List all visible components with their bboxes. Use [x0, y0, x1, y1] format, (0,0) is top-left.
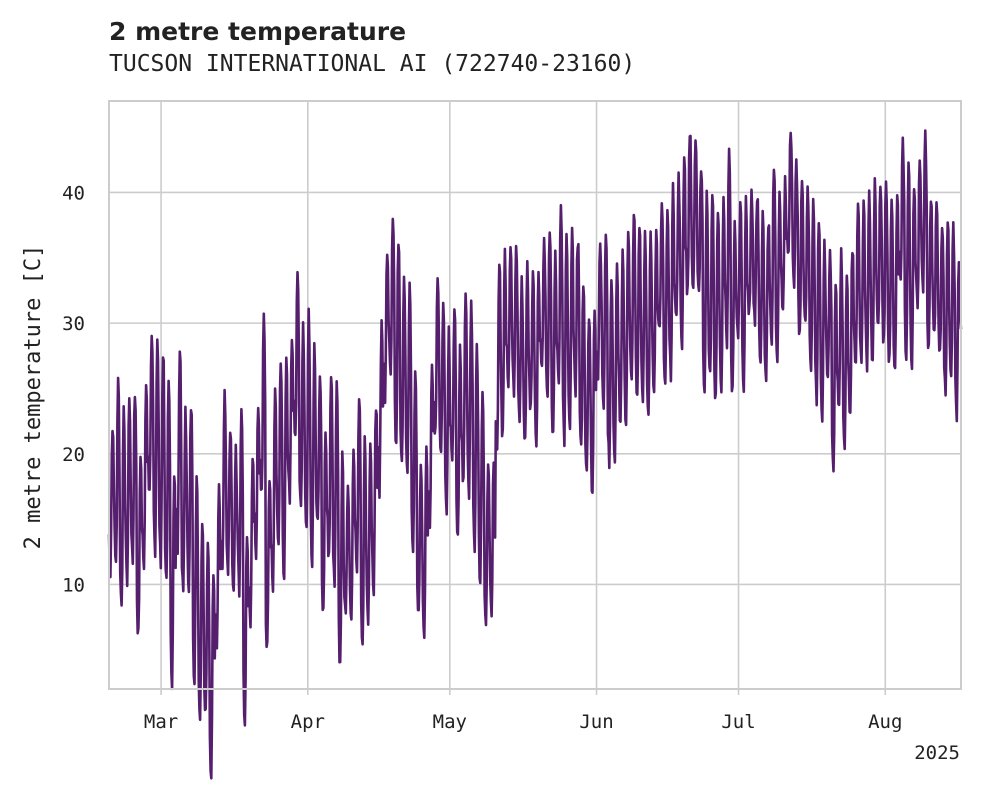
x-axis-year-label: 2025 [914, 742, 960, 764]
y-tick-label: 20 [62, 444, 85, 466]
plot-frame [108, 100, 962, 690]
x-axis-ticks: Mar Apr May Jun Jul Aug [144, 689, 902, 733]
y-axis-ticks: 10 20 30 40 [62, 182, 85, 596]
chart-title: 2 metre temperature [109, 17, 407, 46]
x-tick-label: Aug [868, 711, 902, 733]
y-axis-label: 2 metre temperature [C] [21, 245, 46, 550]
x-tick-label: Mar [144, 711, 178, 733]
chart-subtitle: TUCSON INTERNATIONAL AI (722740-23160) [109, 51, 636, 77]
y-tick-label: 10 [62, 574, 85, 596]
y-tick-label: 40 [62, 182, 85, 204]
x-tick-label: May [433, 711, 467, 733]
temperature-series-line [107, 129, 963, 780]
x-tick-label: Jun [579, 711, 613, 733]
y-tick-label: 30 [62, 313, 85, 335]
x-tick-label: Jul [721, 711, 755, 733]
x-tick-label: Apr [291, 711, 325, 733]
